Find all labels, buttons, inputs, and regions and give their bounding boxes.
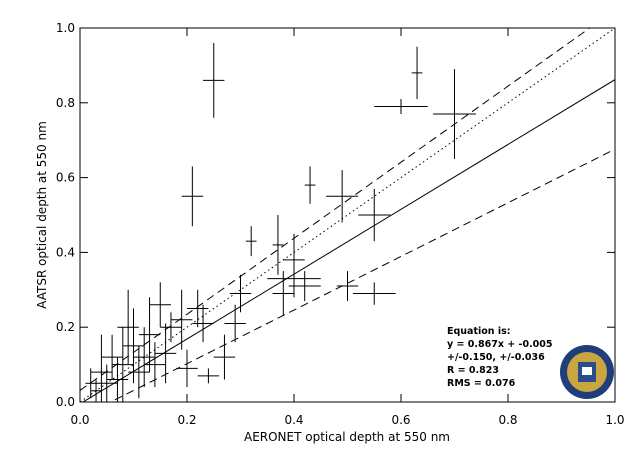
x-axis-label: AERONET optical depth at 550 nm [244, 430, 450, 444]
equation-text: R = 0.823 [447, 365, 499, 376]
plot-area [80, 28, 615, 402]
x-tick-label: 1.0 [605, 413, 624, 427]
y-tick-label: 0.6 [56, 171, 75, 185]
equation-text: y = 0.867x + -0.005 [447, 339, 553, 350]
y-tick-label: 0.2 [56, 320, 75, 334]
y-axis-label: AATSR optical depth at 550 nm [35, 121, 49, 309]
x-tick-label: 0.8 [498, 413, 517, 427]
fit-line [80, 28, 615, 402]
x-tick-label: 0.0 [70, 413, 89, 427]
y-tick-label: 1.0 [56, 21, 75, 35]
y-tick-label: 0.4 [56, 245, 75, 259]
fit-line [80, 28, 591, 391]
x-tick-label: 0.4 [284, 413, 303, 427]
x-tick-label: 0.2 [177, 413, 196, 427]
fit-line [82, 79, 615, 402]
x-tick-label: 0.6 [391, 413, 410, 427]
equation-text: +/-0.150, +/-0.036 [447, 352, 545, 363]
equation-text: Equation is: [447, 326, 511, 337]
plot-frame [79, 27, 616, 403]
equation-text: RMS = 0.076 [447, 378, 516, 389]
oxford-logo [560, 345, 614, 399]
y-tick-label: 0.0 [56, 395, 75, 409]
y-tick-label: 0.8 [56, 96, 75, 110]
